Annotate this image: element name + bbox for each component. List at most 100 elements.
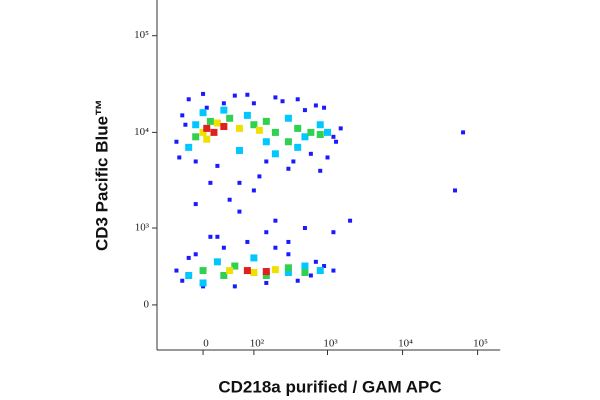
point xyxy=(271,266,279,274)
point xyxy=(325,155,330,160)
point xyxy=(251,188,256,193)
point xyxy=(215,163,220,168)
point xyxy=(220,271,228,279)
point xyxy=(271,150,279,158)
point xyxy=(255,126,263,134)
point xyxy=(231,262,239,270)
point xyxy=(220,123,228,131)
point xyxy=(203,135,211,143)
point xyxy=(301,133,309,141)
point xyxy=(192,133,200,141)
point xyxy=(250,268,258,276)
point xyxy=(213,119,221,127)
y-tick-label: 10⁵ xyxy=(134,29,149,41)
point xyxy=(250,254,258,262)
point xyxy=(264,230,269,235)
point xyxy=(226,114,234,122)
point xyxy=(323,128,331,136)
point xyxy=(220,106,228,114)
point xyxy=(322,264,327,269)
point xyxy=(273,218,278,223)
point xyxy=(295,278,300,283)
point xyxy=(301,262,309,270)
point xyxy=(453,188,458,193)
point xyxy=(243,111,251,119)
point xyxy=(199,267,207,275)
point xyxy=(199,279,207,287)
point xyxy=(245,92,250,97)
point xyxy=(204,105,209,110)
point xyxy=(286,252,291,257)
point xyxy=(221,245,226,250)
x-tick-label: 10² xyxy=(250,338,265,350)
point xyxy=(180,113,185,118)
point xyxy=(284,268,292,276)
point xyxy=(243,267,251,275)
point xyxy=(206,117,214,125)
point xyxy=(331,230,336,235)
point xyxy=(262,268,270,276)
point xyxy=(185,271,193,279)
point xyxy=(257,174,262,179)
point xyxy=(227,197,232,202)
point xyxy=(226,267,234,275)
point xyxy=(192,121,200,129)
point xyxy=(331,134,336,139)
point xyxy=(308,273,313,278)
point xyxy=(280,99,285,104)
point xyxy=(294,124,302,132)
y-axis-title: CD3 Pacific Blue™ xyxy=(92,99,111,251)
point xyxy=(250,121,258,129)
point xyxy=(201,91,206,96)
point xyxy=(235,124,243,132)
x-tick-label: 10⁴ xyxy=(398,338,413,350)
point xyxy=(262,138,270,146)
point xyxy=(237,180,242,185)
point xyxy=(208,180,213,185)
point xyxy=(203,124,211,132)
point xyxy=(284,138,292,146)
point xyxy=(262,117,270,125)
point xyxy=(348,218,353,223)
y-tick-label: 10³ xyxy=(135,222,150,234)
point xyxy=(307,128,315,136)
x-tick-label: 0 xyxy=(203,338,209,350)
point xyxy=(180,278,185,283)
point xyxy=(237,209,242,214)
point xyxy=(208,234,213,239)
point xyxy=(308,151,313,156)
point xyxy=(232,93,237,98)
point xyxy=(193,159,198,164)
x-tick-label: 10³ xyxy=(323,338,338,350)
point xyxy=(264,159,269,164)
point xyxy=(262,271,270,279)
point xyxy=(316,121,324,129)
point xyxy=(210,128,218,136)
point xyxy=(174,139,179,144)
point xyxy=(221,101,226,106)
point xyxy=(199,109,207,117)
point xyxy=(264,280,269,285)
point xyxy=(186,255,191,260)
point xyxy=(193,252,198,257)
point xyxy=(294,143,302,151)
point xyxy=(322,105,327,110)
point xyxy=(213,258,221,266)
point xyxy=(313,103,318,108)
point xyxy=(301,268,309,276)
y-tick-label: 10⁴ xyxy=(134,126,149,138)
point xyxy=(271,128,279,136)
point xyxy=(232,284,237,289)
y-tick-label: 0 xyxy=(144,298,150,310)
point xyxy=(273,245,278,250)
point xyxy=(199,128,207,136)
point xyxy=(215,234,220,239)
point xyxy=(286,166,291,171)
point xyxy=(334,139,339,144)
point xyxy=(284,264,292,272)
point xyxy=(235,146,243,154)
point xyxy=(286,239,291,244)
point xyxy=(245,239,250,244)
x-axis-title: CD218a purified / GAM APC xyxy=(218,377,441,396)
point xyxy=(313,259,318,264)
